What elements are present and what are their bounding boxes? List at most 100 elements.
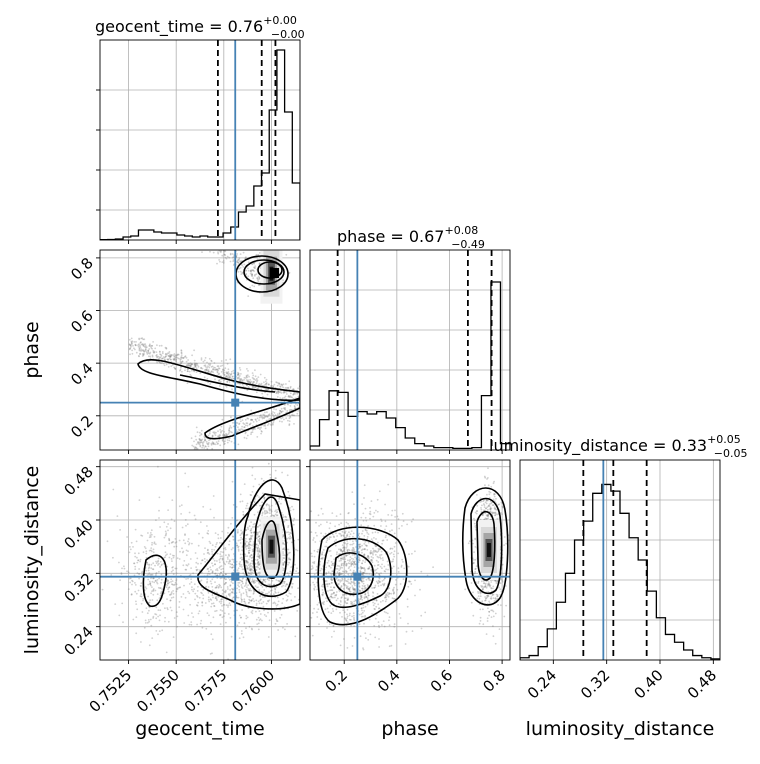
sample-point (112, 489, 114, 491)
sample-point (208, 596, 210, 598)
sample-point (190, 558, 192, 560)
sample-point (211, 652, 213, 654)
sample-point (362, 585, 364, 587)
sample-point (228, 440, 230, 442)
sample-point (490, 596, 492, 598)
x-tick-label: 0.7550 (133, 666, 183, 716)
y-tick-label: 0.40 (60, 516, 96, 552)
sample-point (283, 557, 285, 559)
sample-point (343, 588, 345, 590)
sample-point (252, 375, 254, 377)
sample-point (281, 384, 283, 386)
sample-point (129, 343, 131, 345)
sample-point (244, 483, 246, 485)
sample-point (239, 591, 241, 593)
sample-point (231, 581, 233, 583)
sample-point (246, 438, 248, 440)
sample-point (191, 581, 193, 583)
sample-point (208, 615, 210, 617)
sample-point (218, 584, 220, 586)
sample-point (260, 599, 262, 601)
sample-point (167, 509, 169, 511)
sample-point (149, 582, 151, 584)
sample-point (223, 615, 225, 617)
sample-point (217, 553, 219, 555)
sample-point (277, 396, 279, 398)
sample-point (137, 572, 139, 574)
sample-point (279, 410, 281, 412)
sample-point (283, 419, 285, 421)
sample-point (351, 530, 353, 532)
sample-point (495, 597, 497, 599)
sample-point (260, 430, 262, 432)
sample-point (222, 616, 224, 618)
sample-point (148, 570, 150, 572)
sample-point (280, 503, 282, 505)
sample-point (493, 594, 495, 596)
sample-point (152, 599, 154, 601)
sample-point (132, 353, 134, 355)
sample-point (224, 440, 226, 442)
sample-point (222, 558, 224, 560)
sample-point (194, 446, 196, 448)
sample-point (197, 441, 199, 443)
sample-point (256, 580, 258, 582)
sample-point (158, 517, 160, 519)
sample-point (136, 541, 138, 543)
sample-point (250, 382, 252, 384)
sample-point (189, 371, 191, 373)
sample-point (178, 358, 180, 360)
sample-point (251, 528, 253, 530)
sample-point (244, 574, 246, 576)
sample-point (196, 569, 198, 571)
sample-point (148, 619, 150, 621)
sample-point (294, 596, 296, 598)
sample-point (199, 597, 201, 599)
sample-point (367, 639, 369, 641)
sample-point (228, 561, 230, 563)
sample-point (238, 540, 240, 542)
sample-point (170, 600, 172, 602)
sample-point (248, 552, 250, 554)
sample-point (285, 383, 287, 385)
sample-point (159, 566, 161, 568)
sample-point (372, 554, 374, 556)
sample-point (286, 594, 288, 596)
sample-point (220, 537, 222, 539)
sample-point (204, 365, 206, 367)
sample-point (476, 494, 478, 496)
sample-point (167, 583, 169, 585)
sample-point (245, 560, 247, 562)
sample-point (156, 362, 158, 364)
sample-point (199, 610, 201, 612)
sample-point (211, 586, 213, 588)
sample-point (223, 548, 225, 550)
sample-point (217, 570, 219, 572)
sample-point (240, 542, 242, 544)
sample-point (148, 348, 150, 350)
sample-point (474, 520, 476, 522)
sample-point (226, 376, 228, 378)
sample-point (138, 560, 140, 562)
sample-point (252, 578, 254, 580)
sample-point (330, 555, 332, 557)
sample-point (241, 564, 243, 566)
sample-point (151, 586, 153, 588)
sample-point (206, 532, 208, 534)
sample-point (227, 606, 229, 608)
sample-point (270, 593, 272, 595)
sample-point (268, 591, 270, 593)
sample-point (167, 359, 169, 361)
sample-point (176, 355, 178, 357)
sample-point (266, 603, 268, 605)
sample-point (123, 565, 125, 567)
sample-point (110, 574, 112, 576)
sample-point (129, 353, 131, 355)
sample-point (276, 382, 278, 384)
sample-point (488, 581, 490, 583)
sample-point (473, 559, 475, 561)
sample-point (279, 383, 281, 385)
sample-point (251, 581, 253, 583)
sample-point (259, 602, 261, 604)
